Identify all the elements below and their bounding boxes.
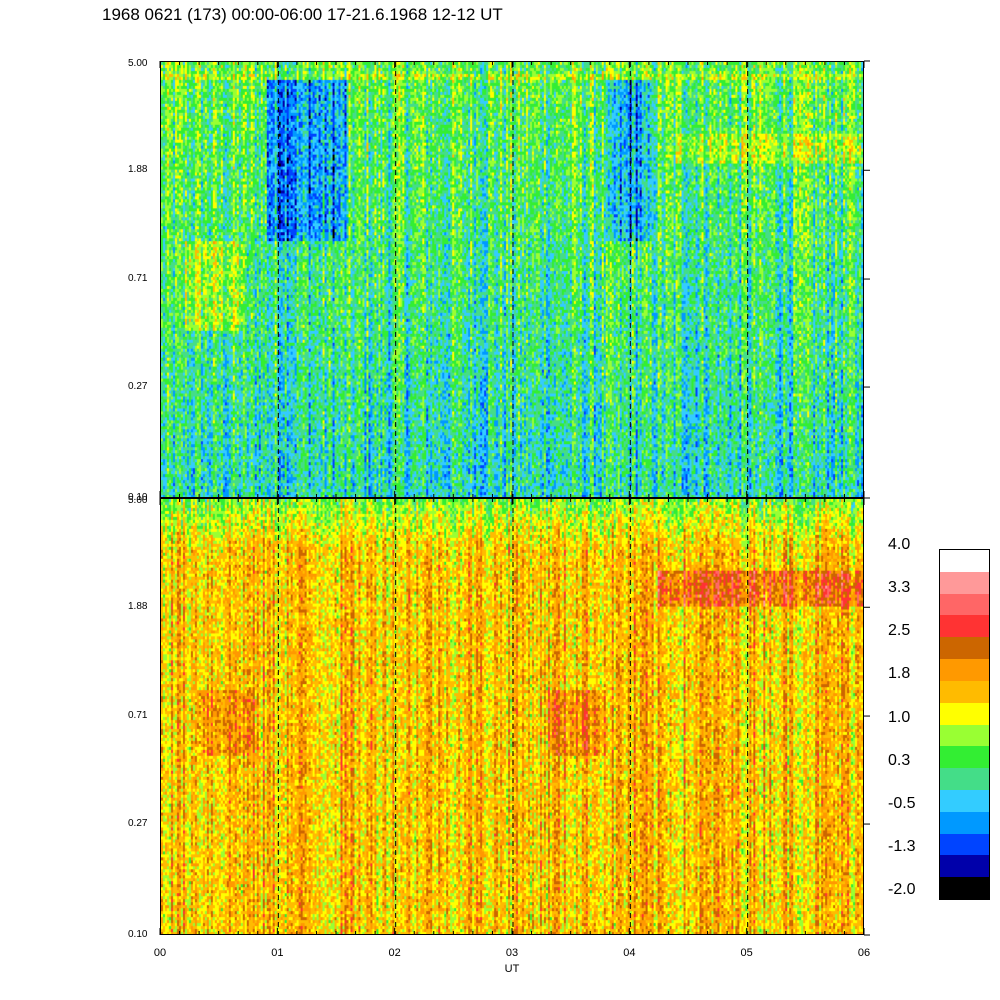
y-tick-label: 0.27 [128, 381, 148, 393]
y-tick-label: 1.88 [128, 164, 148, 176]
y-tick-label: 1.88 [128, 601, 148, 613]
x-tick-label: 01 [271, 947, 284, 959]
y-tick-label: 0.27 [128, 818, 148, 830]
colorbar-tick-label: 2.5 [888, 622, 911, 640]
y-tick-label: 5.00 [128, 58, 148, 69]
colorbar-tick-label: 1.0 [888, 708, 911, 726]
colorbar-swatch [940, 593, 989, 616]
y-tick-label: 0.71 [128, 273, 148, 285]
x-tick-label: 00 [153, 947, 167, 959]
colorbar-swatch [940, 571, 989, 594]
colorbar-tick-label: 3.3 [888, 579, 911, 597]
ut-hour-gridlines-bottom [277, 499, 749, 934]
x-tick-label: 02 [388, 947, 401, 959]
colorbar [939, 549, 990, 900]
colorbar-swatch [940, 702, 989, 725]
x-tick-label: 03 [505, 947, 519, 959]
y-tick-label: 0.71 [128, 710, 148, 722]
colorbar-swatch [940, 550, 989, 572]
colorbar-swatch [940, 680, 989, 703]
ut-hour-gridlines-top [277, 62, 749, 497]
colorbar-tick-label: 0.3 [888, 751, 911, 769]
colorbar-tick-label: 4.0 [888, 536, 911, 553]
colorbar-swatch [940, 833, 989, 856]
x-tick-label: 05 [740, 947, 753, 959]
colorbar-tick-label: -0.5 [888, 794, 916, 812]
colorbar-swatch [940, 615, 989, 638]
colorbar-swatch [940, 855, 989, 878]
colorbar-swatch [940, 659, 989, 681]
colorbar-swatch [940, 811, 989, 834]
colorbar-swatch [940, 877, 989, 899]
chart-title: 1968 0621 (173) 00:00-06:00 17-21.6.1968… [102, 5, 503, 24]
colorbar-swatch [940, 768, 989, 790]
colorbar-tick-label: -2.0 [888, 881, 916, 898]
x-tick-label: 04 [623, 947, 636, 959]
colorbar-swatch [940, 724, 989, 747]
y-tick-label: 5.00 [128, 495, 148, 506]
colorbar-tick-label: 1.8 [888, 665, 911, 683]
x-tick-label: 06 [857, 947, 871, 959]
y-tick-label: 0.10 [128, 929, 148, 940]
colorbar-swatch [940, 746, 989, 769]
colorbar-swatch [940, 637, 989, 660]
spectrogram-panel-top [160, 61, 864, 498]
y-tick-label: 0.10 [128, 492, 148, 503]
x-axis-label: UT [504, 963, 520, 975]
colorbar-swatch [940, 789, 989, 812]
colorbar-tick-label: -1.3 [888, 837, 916, 855]
